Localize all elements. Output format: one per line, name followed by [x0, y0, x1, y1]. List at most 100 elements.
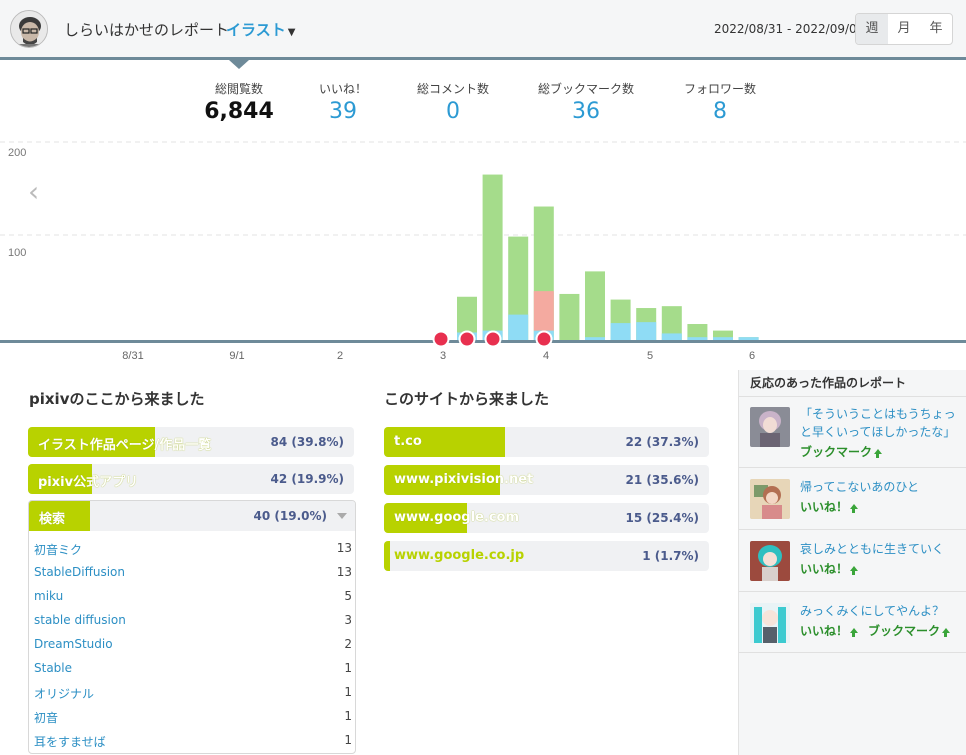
stat-likes[interactable]: いいね！ 39	[308, 80, 378, 124]
caret-down-icon: ▼	[287, 27, 296, 38]
arrow-up-icon-stem	[876, 453, 880, 458]
chevron-left-icon[interactable]: ‹	[28, 175, 40, 208]
works-report-title: 反応のあった作品のレポート	[750, 376, 907, 390]
keyword-row[interactable]: 初音 1	[34, 705, 352, 729]
work-title[interactable]: みっくみくにしてやんよ？	[800, 604, 945, 618]
arrow-up-icon	[850, 504, 859, 509]
work-item[interactable]: みっくみくにしてやんよ？ いいね！ ブックマーク	[739, 591, 966, 653]
work-title[interactable]: 哀しみとともに生きていく	[800, 542, 945, 556]
keyword-text[interactable]: 耳をすませば	[34, 735, 106, 749]
views-chart-svg: 200 100 8/31 9/1 2 3 4 5 6	[0, 141, 966, 362]
stat-bookmarks[interactable]: 総ブックマーク数 36	[533, 80, 639, 124]
bar-segment-blue	[687, 337, 708, 340]
bar-segment-views	[508, 236, 529, 340]
pixiv-source-bar[interactable]: イラスト作品ページ/作品一覧 84 (39.8%)	[28, 427, 354, 457]
work-reaction: いいね！	[800, 498, 859, 515]
stat-label: 総閲覧数	[214, 82, 263, 96]
period-month[interactable]: 月	[897, 21, 911, 36]
keyword-text[interactable]: 初音ミク	[34, 543, 83, 557]
source-name: www.pixivision.net	[394, 472, 534, 487]
arrow-up-icon-stem	[944, 632, 948, 637]
stat-value: 36	[572, 99, 600, 124]
x-tick-label: 6	[749, 350, 755, 362]
source-bar-fill	[28, 427, 156, 457]
stat-value: 8	[713, 99, 727, 124]
keyword-row[interactable]: DreamStudio 2	[34, 633, 352, 657]
arrow-up-icon-stem	[852, 570, 856, 575]
work-reaction: いいね！ ブックマーク	[800, 622, 951, 639]
keyword-count: 13	[336, 541, 352, 555]
keyword-count: 1	[344, 709, 352, 723]
bar-segment-views	[661, 306, 682, 340]
stat-followers[interactable]: フォロワー数 8	[678, 80, 762, 124]
x-tick-label: 2	[337, 350, 343, 362]
bar-segment-blue	[661, 333, 682, 340]
work-thumbnail[interactable]	[750, 479, 790, 519]
work-thumbnail[interactable]	[750, 541, 790, 581]
pixiv-source-bar-search[interactable]: 検索 40 (19.0%)	[29, 501, 355, 531]
stat-total-views[interactable]: 総閲覧数 6,844	[198, 80, 280, 124]
work-item[interactable]: 「そういうことはもうちょっと早くいってほしかったな」 ブックマーク	[739, 396, 966, 467]
y-tick-label: 200	[8, 147, 26, 159]
work-title[interactable]: 「そういうことはもうちょっと早くいってほしかったな」	[800, 407, 956, 439]
keyword-text[interactable]: StableDiffusion	[34, 565, 125, 579]
keyword-row[interactable]: miku 5	[34, 585, 352, 609]
site-source-bar[interactable]: www.google.com 15 (25.4%)	[384, 503, 709, 533]
work-item[interactable]: 帰ってこないあのひと いいね！	[739, 467, 966, 529]
source-bar-fill	[384, 427, 506, 457]
stat-label: 総ブックマーク数	[537, 82, 634, 96]
chart-baseline	[0, 340, 966, 343]
period-week[interactable]: 週	[856, 14, 888, 44]
event-marker	[432, 330, 450, 348]
keyword-text[interactable]: stable diffusion	[34, 613, 126, 627]
event-marker	[484, 330, 502, 348]
keyword-text[interactable]: 初音	[34, 711, 59, 725]
keyword-text[interactable]: Stable	[34, 661, 73, 675]
bar-segment-views	[713, 330, 733, 340]
search-keyword-box: 検索 40 (19.0%) 初音ミク 13 StableDiffusion 13 mik…	[28, 500, 356, 754]
source-bar-fill	[384, 503, 467, 533]
keyword-row[interactable]: 耳をすませば 1	[34, 729, 352, 753]
source-bar-fill	[384, 465, 500, 495]
site-source-bar[interactable]: t.co 22 (37.3%)	[384, 427, 709, 457]
report-title: しらいはかせのレポート	[64, 21, 230, 39]
reaction-label: いいね！	[800, 624, 849, 638]
stat-label: いいね！	[318, 82, 367, 96]
report-header: しらいはかせのレポート イラスト ▼ 2022/08/31 - 2022/09/0…	[0, 0, 966, 60]
arrow-up-icon-stem	[852, 632, 856, 637]
work-thumbnail[interactable]	[750, 603, 790, 643]
site-source-bar[interactable]: www.pixivision.net 21 (35.6%)	[384, 465, 709, 495]
stat-value: 6,844	[204, 99, 274, 124]
keyword-row[interactable]: 初音ミク 13	[34, 537, 352, 561]
bar-segment-blue	[610, 323, 631, 340]
bar-segment-blue	[585, 337, 605, 340]
pixiv-source-bar[interactable]: pixiv公式アプリ 42 (19.9%)	[28, 464, 354, 494]
keyword-text[interactable]: miku	[34, 589, 64, 603]
source-name: 検索	[39, 512, 66, 527]
report-type-dropdown[interactable]: イラスト ▼	[226, 19, 295, 40]
work-title[interactable]: 帰ってこないあのひと	[800, 480, 920, 494]
keyword-row[interactable]: stable diffusion 3	[34, 609, 352, 633]
keyword-text[interactable]: DreamStudio	[34, 637, 113, 651]
site-sources-title: このサイトから来ました	[384, 390, 550, 408]
keyword-row[interactable]: オリジナル 1	[34, 681, 352, 705]
event-marker	[458, 330, 476, 348]
work-item[interactable]: 哀しみとともに生きていく いいね！	[739, 529, 966, 591]
reaction-label: いいね！	[800, 562, 849, 576]
pixiv-sources-title: pixivのここから来ました	[29, 390, 205, 408]
x-tick-label: 9/1	[229, 350, 244, 362]
keyword-count: 5	[344, 589, 352, 603]
keyword-count: 1	[344, 661, 352, 675]
period-year[interactable]: 年	[929, 21, 943, 36]
user-avatar[interactable]	[10, 10, 48, 48]
keyword-text[interactable]: オリジナル	[34, 687, 95, 701]
collapse-triangle-icon[interactable]	[337, 513, 347, 519]
source-count: 15 (25.4%)	[625, 511, 699, 525]
site-source-bar[interactable]: www.google.co.jp 1 (1.7%)	[384, 541, 709, 571]
stat-comments[interactable]: 総コメント数 0	[410, 80, 496, 124]
arrow-up-icon-stem	[852, 508, 856, 513]
work-thumbnail[interactable]	[750, 407, 790, 447]
bar-segment-blue	[636, 322, 657, 340]
keyword-row[interactable]: Stable 1	[34, 657, 352, 681]
keyword-row[interactable]: StableDiffusion 13	[34, 561, 352, 585]
